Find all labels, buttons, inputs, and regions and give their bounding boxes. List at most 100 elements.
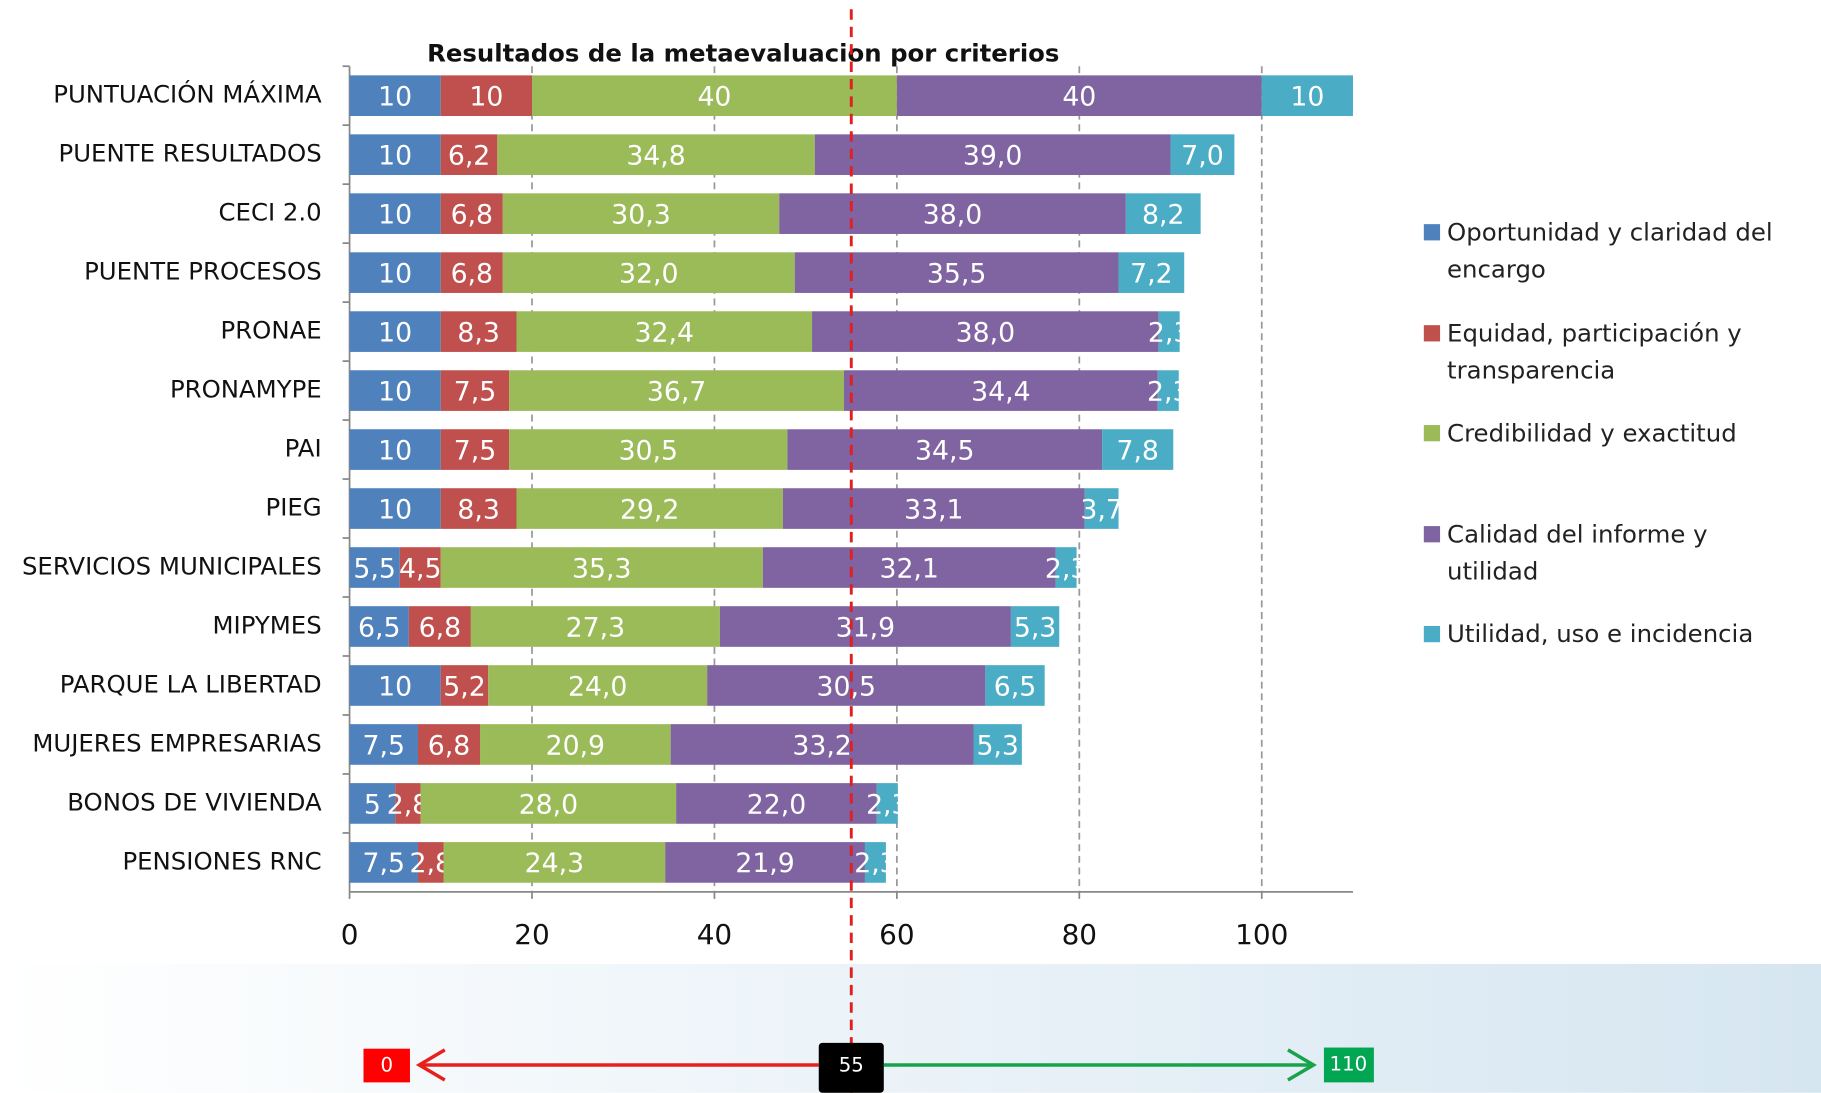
bar-segment <box>349 75 441 117</box>
legend-item: Credibilidad y exactitud <box>1423 415 1796 452</box>
value-label: 10 <box>378 140 412 171</box>
bar-segment <box>440 252 503 293</box>
bar-segment <box>665 842 865 883</box>
bar-segment <box>440 134 498 175</box>
value-label: 7,5 <box>363 730 405 761</box>
value-label: 7,0 <box>1181 140 1223 171</box>
bar-segment <box>349 724 418 765</box>
bar-segment <box>762 547 1056 588</box>
bar-segment <box>1157 370 1179 411</box>
scale-mid-label: 55 <box>839 1054 864 1077</box>
value-label: 32,0 <box>619 258 678 289</box>
value-label: 10 <box>1290 82 1324 113</box>
bar-segment <box>395 783 421 824</box>
bar-segment <box>349 311 441 352</box>
bar-segment <box>707 665 986 706</box>
value-label: 35,5 <box>927 258 986 289</box>
legend-swatch <box>1423 526 1441 543</box>
bar-segment <box>440 370 510 411</box>
value-label: 5 <box>364 789 381 820</box>
value-label: 36,7 <box>647 376 706 407</box>
value-label: 10 <box>378 494 412 525</box>
value-label: 21,9 <box>735 848 794 879</box>
legend-swatch <box>1423 625 1441 643</box>
bar-segment <box>349 252 441 293</box>
bar-segment <box>1158 311 1180 352</box>
bar-segment <box>349 547 400 588</box>
bar-segment <box>349 665 441 706</box>
value-label: 10 <box>469 82 503 113</box>
x-tick-label: 100 <box>1235 918 1288 951</box>
value-label: 31,9 <box>836 612 895 643</box>
legend-swatch <box>1423 224 1441 241</box>
y-tick-label: MUJERES EMPRESARIAS <box>32 728 321 757</box>
bar-segment <box>814 134 1171 175</box>
value-label: 10 <box>378 671 412 702</box>
value-label: 40 <box>1062 82 1096 113</box>
value-label: 6,5 <box>994 671 1036 702</box>
bar-segment <box>349 488 441 529</box>
bar-segment <box>417 842 444 883</box>
bar-segment <box>1125 193 1201 234</box>
bar-segment <box>782 488 1085 529</box>
chart-title: Resultados de la metaevaluacion por crit… <box>427 39 1059 68</box>
y-tick-label: PUNTUACIÓN MÁXIMA <box>53 79 322 109</box>
bar-segment <box>787 429 1103 470</box>
value-label: 2,3 <box>854 848 896 879</box>
x-tick-label: 40 <box>697 918 732 951</box>
bar-segment <box>719 606 1011 647</box>
bar-segment <box>896 75 1262 117</box>
bar-segment <box>349 370 441 411</box>
bar-segment <box>973 724 1022 765</box>
y-tick-label: PRONAMYPE <box>170 375 322 404</box>
value-label: 6,8 <box>419 612 461 643</box>
value-label: 5,5 <box>353 553 395 584</box>
bar-segment <box>985 665 1045 706</box>
value-label: 5,2 <box>443 671 485 702</box>
value-label: 2,3 <box>1147 376 1189 407</box>
value-label: 29,2 <box>620 494 679 525</box>
legend-label: Credibilidad y exactitud <box>1447 419 1737 448</box>
x-tick-label: 60 <box>879 918 914 951</box>
scale-low-box <box>363 1048 410 1083</box>
value-label: 33,1 <box>904 494 963 525</box>
bar-segment <box>1010 606 1060 647</box>
background-band <box>0 963 1821 1093</box>
bar-segment <box>1084 488 1119 529</box>
bar-segment <box>440 547 763 588</box>
bar-segment <box>676 783 877 824</box>
value-label: 2,3 <box>866 789 908 820</box>
bar-segment <box>1118 252 1185 293</box>
scale-low-label: 0 <box>380 1054 393 1077</box>
value-label: 38,0 <box>956 317 1015 348</box>
bar-segment <box>399 547 441 588</box>
y-tick-label: PAI <box>285 434 322 463</box>
value-label: 6,8 <box>451 199 493 230</box>
bar-segment <box>443 842 666 883</box>
value-label: 10 <box>378 317 412 348</box>
y-tick-label: PRONAE <box>221 316 322 345</box>
bar-segment <box>1055 547 1077 588</box>
bar-segment <box>1170 134 1235 175</box>
bar-segment <box>349 783 396 824</box>
bar-segment <box>794 252 1119 293</box>
bar-segment <box>480 724 671 765</box>
value-label: 6,2 <box>448 140 490 171</box>
bar-segment <box>349 134 441 175</box>
value-label: 40 <box>697 82 731 113</box>
bar-segment <box>502 193 780 234</box>
value-label: 34,8 <box>626 140 685 171</box>
arrow-head <box>1287 1048 1317 1082</box>
value-label: 7,2 <box>1130 258 1172 289</box>
value-label: 38,0 <box>923 199 982 230</box>
value-label: 6,8 <box>428 730 470 761</box>
value-label: 8,3 <box>457 494 499 525</box>
x-tick-label: 0 <box>341 918 359 951</box>
bar-segment <box>349 429 441 470</box>
scale-high-label: 110 <box>1329 1052 1367 1075</box>
scale-mid-box <box>818 1042 884 1093</box>
bar-segment <box>497 134 815 175</box>
x-tick-label: 20 <box>514 918 549 951</box>
legend-item: Utilidad, uso e incidencia <box>1423 616 1796 653</box>
